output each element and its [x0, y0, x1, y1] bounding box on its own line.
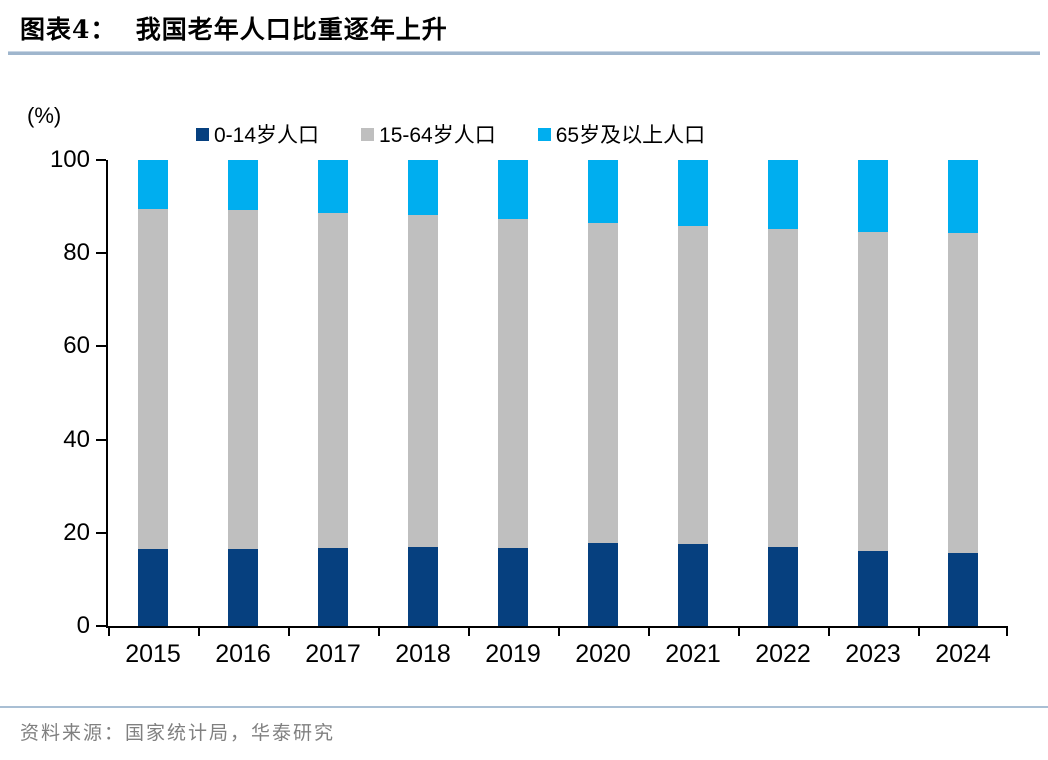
title-underline: [8, 51, 1040, 55]
bar-segment: [588, 542, 618, 626]
bar-segment: [498, 547, 528, 626]
x-axis-tick: [1006, 626, 1008, 636]
y-axis-tick: [96, 252, 106, 255]
legend-swatch-cyan-icon: [537, 127, 551, 141]
bar-segment: [138, 160, 168, 209]
bar-segment: [318, 160, 348, 214]
bar-segment: [948, 552, 978, 626]
bar-segment: [678, 544, 708, 626]
bar-segment: [498, 218, 528, 548]
bar-segment: [228, 160, 258, 211]
x-axis-category-label: 2023: [845, 640, 901, 668]
y-axis-tick: [96, 438, 106, 441]
bar-segment: [408, 215, 438, 548]
y-axis-tick: [96, 531, 106, 534]
x-axis-category-label: 2021: [665, 640, 721, 668]
legend-item-0-14: 0-14岁人口: [196, 119, 319, 149]
y-axis-tick-label: 20: [63, 518, 90, 546]
x-axis-tick: [468, 626, 470, 636]
bar-segment: [318, 547, 348, 626]
x-axis-category-label: 2019: [485, 640, 541, 668]
x-axis-category-label: 2015: [125, 640, 181, 668]
bar-segment: [138, 208, 168, 550]
x-axis-tick: [198, 626, 200, 636]
y-axis-tick: [96, 159, 106, 161]
legend-label: 15-64岁人口: [379, 124, 496, 147]
y-axis-tick-label: 80: [63, 239, 90, 267]
bar-segment: [858, 160, 888, 232]
bar-segment: [588, 160, 618, 223]
bar-segment: [948, 232, 978, 553]
bar-segment: [498, 160, 528, 219]
y-axis-tick-label: 0: [76, 612, 90, 639]
x-axis-tick: [558, 626, 560, 636]
x-axis-tick: [918, 626, 920, 636]
bar-segment: [228, 548, 258, 626]
bar-segment: [768, 547, 798, 626]
x-axis-category-label: 2017: [305, 640, 361, 668]
bar-segment: [858, 550, 888, 626]
bar-segment: [948, 160, 978, 233]
chart-legend: 0-14岁人口 15-64岁人口 65岁及以上人口: [196, 119, 705, 149]
bar-segment: [228, 210, 258, 549]
bar-segment: [318, 213, 348, 548]
y-axis-tick-label: 60: [63, 332, 90, 360]
x-axis-tick: [288, 626, 290, 636]
x-axis-tick: [738, 626, 740, 636]
x-axis-tick: [108, 626, 110, 636]
x-axis-category-label: 2020: [575, 640, 631, 668]
bar-segment: [588, 222, 618, 543]
source-text: 资料来源：国家统计局，华泰研究: [20, 722, 336, 744]
legend-item-15-64: 15-64岁人口: [361, 119, 496, 149]
legend-label: 0-14岁人口: [214, 124, 320, 147]
y-axis-tick-label: 100: [49, 146, 90, 173]
legend-item-65plus: 65岁及以上人口: [537, 119, 706, 149]
source-divider: [0, 706, 1048, 708]
x-axis-tick: [828, 626, 830, 636]
legend-swatch-navy-icon: [196, 127, 209, 141]
bar-segment: [768, 229, 798, 548]
y-axis-tick: [96, 625, 106, 627]
x-axis-category-label: 2018: [395, 640, 451, 668]
x-axis-category-label: 2024: [935, 640, 991, 668]
y-axis-unit-label: (%): [27, 103, 62, 128]
bar-segment: [678, 160, 708, 227]
legend-label: 65岁及以上人口: [555, 124, 706, 147]
bar-segment: [858, 231, 888, 551]
plot-area: 0 20 40 60 80 100 2015 2016 2017 2018 2019 2020 2021…: [50, 146, 1008, 668]
chart-title: 图表4： 我国老年人口比重逐年上升: [20, 15, 448, 44]
bar-segment: [408, 547, 438, 626]
y-axis-tick-label: 40: [63, 425, 90, 453]
x-axis-category-label: 2016: [215, 640, 271, 668]
x-axis-tick: [648, 626, 650, 636]
bar-segment: [768, 160, 798, 230]
x-axis-category-label: 2022: [755, 640, 811, 668]
bar-segment: [138, 549, 168, 626]
y-axis-tick: [96, 345, 106, 348]
legend-swatch-gray-icon: [361, 127, 375, 141]
bar-segment: [408, 160, 438, 216]
x-axis-tick: [378, 626, 380, 636]
bar-segment: [678, 226, 708, 545]
